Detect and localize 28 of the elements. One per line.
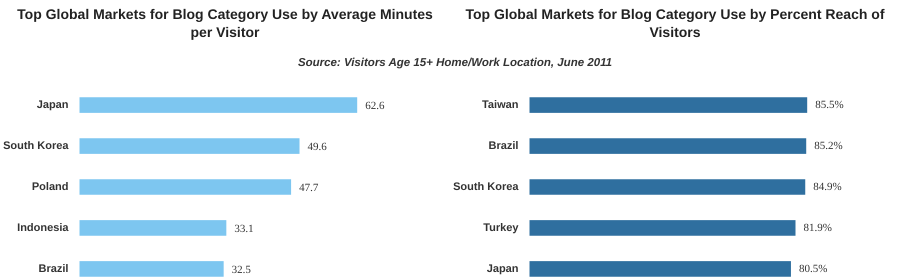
bar [80,138,300,154]
bar [80,179,292,195]
bar [80,97,358,113]
y-tick-label: Indonesia [17,222,70,234]
y-tick-label: Brazil [38,262,69,275]
data-label: 49.6 [308,141,328,154]
data-label: 32.5 [232,264,252,276]
y-tick-label: South Korea [3,140,70,152]
data-label: 80.5% [798,262,828,275]
data-label: 85.2% [814,140,843,152]
data-label: 62.6 [365,100,385,112]
data-label: 33.1 [234,222,254,235]
chart-title: Top Global Markets for Blog Category Use by Average Minutes per Visitor [16,5,434,41]
chart-title: Top Global Markets for Blog Category Use by Percent Reach of Visitors [464,5,886,41]
bar [80,261,224,277]
data-label: 85.5% [815,99,844,112]
y-tick-label: Turkey [483,222,520,234]
y-tick-label: Taiwan [482,99,519,112]
data-label: 81.9% [804,222,832,234]
y-tick-label: Japan [486,262,519,275]
source-note: Source: Visitors Age 15+ Home/Work Location, June 2011 [298,56,612,71]
bar [80,220,226,236]
y-tick-label: Brazil [488,140,519,152]
data-label: 47.7 [299,182,319,194]
y-tick-label: Japan [36,99,69,112]
y-tick-label: Poland [32,181,69,193]
data-label: 84.9% [813,181,842,193]
y-tick-label: South Korea [453,181,520,193]
